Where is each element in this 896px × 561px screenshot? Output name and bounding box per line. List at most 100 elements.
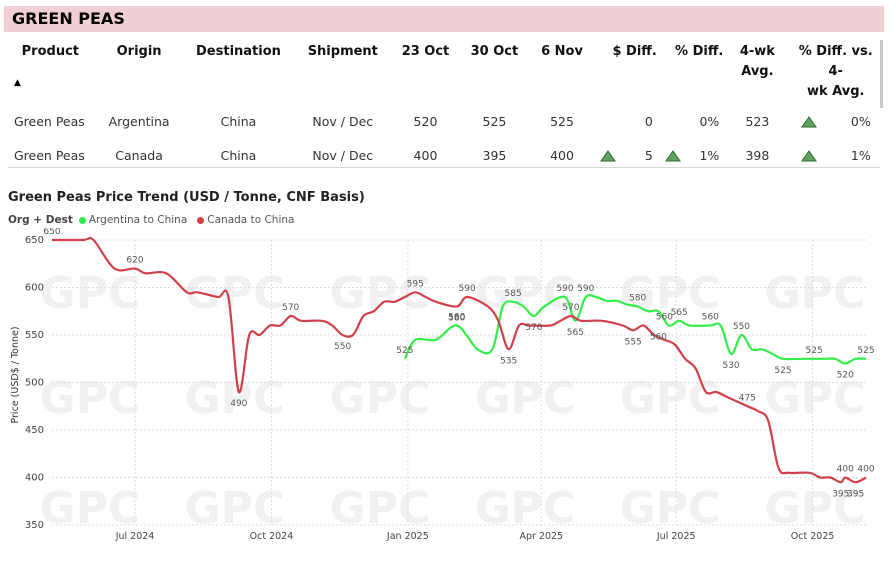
data-label: 400 [837, 465, 854, 475]
data-label: 650 [43, 228, 60, 237]
legend-title: Org + Dest [8, 214, 73, 226]
series-lines [51, 236, 867, 484]
section-title-bar: GREEN PEAS [4, 6, 884, 32]
price-trend-chart: GPC GPC GPC GPC GPC GPC GPC GPC GPC GPC GPC GPC GPC G… [10, 228, 875, 542]
data-label: 550 [733, 322, 750, 332]
sort-ascending-icon[interactable]: ▲ [14, 78, 21, 88]
cell-product: Green Peas [14, 147, 85, 163]
y-tick-label: 400 [25, 473, 44, 484]
watermark-text: GPC [40, 373, 141, 424]
x-tick-label: Oct 2025 [791, 531, 835, 542]
table-divider [8, 167, 880, 168]
column-header-product[interactable]: Product [21, 44, 79, 59]
watermark-text: GPC [330, 373, 431, 424]
cell-origin: Argentina [108, 113, 170, 129]
cell-dollar-diff: 0 [596, 104, 661, 138]
up-arrow-icon [800, 116, 817, 128]
chart-title: Green Peas Price Trend (USD / Tonne, CNF… [8, 190, 365, 205]
dollar-diff-value: 0 [644, 113, 653, 129]
data-label: 560 [702, 313, 719, 323]
legend-dot-icon [78, 216, 86, 224]
cell-pct-diff: 0% [661, 104, 728, 138]
data-label: 580 [629, 294, 646, 304]
table-scrollbar[interactable] [880, 40, 883, 108]
watermark-text: GPC [330, 268, 431, 319]
column-header-pct-vs-4wk-avg[interactable]: % Diff. vs. 4- wk Avg. [798, 44, 873, 99]
column-header-shipment[interactable]: Shipment [307, 44, 378, 59]
cell-shipment: Nov / Dec [312, 147, 374, 163]
data-label: 580 [448, 314, 465, 324]
data-label: 530 [722, 361, 739, 371]
data-label: 590 [556, 284, 573, 294]
data-label: 555 [625, 337, 642, 347]
legend-item-argentina[interactable]: Argentina to China [78, 214, 188, 226]
table-row: Green Peas Canada China Nov / Dec 400 39… [4, 138, 884, 172]
cell-oct23: 400 [413, 147, 438, 163]
data-label: 560 [650, 333, 667, 343]
data-label: 570 [562, 303, 579, 313]
column-header-dollar-diff[interactable]: $ Diff. [612, 44, 657, 59]
y-tick-label: 450 [25, 425, 44, 436]
watermark-layer: GPC GPC GPC GPC GPC GPC GPC GPC GPC GPC GPC GPC GPC G… [40, 268, 866, 534]
chart-legend: Org + Dest Argentina to China Canada to … [8, 214, 304, 226]
data-label: 525 [857, 346, 874, 356]
watermark-text: GPC [475, 373, 576, 424]
series-line-canada [51, 236, 867, 484]
data-label: 525 [774, 366, 791, 376]
data-label: 400 [857, 465, 874, 475]
cell-oct30: 525 [482, 113, 507, 129]
data-label: 395 [832, 489, 849, 499]
cell-oct23: 520 [413, 113, 438, 129]
cell-4wk-avg: 398 [745, 147, 770, 163]
y-axis-label: Price (USD$ / Tonne) [10, 326, 21, 423]
data-label: 585 [505, 289, 522, 299]
column-header-destination[interactable]: Destination [196, 44, 281, 59]
cell-pct-vs-avg: 1% [787, 138, 884, 172]
column-header-oct23[interactable]: 23 Oct [401, 44, 450, 59]
x-tick-label: Jul 2024 [115, 531, 155, 542]
y-tick-label: 650 [25, 235, 44, 246]
legend-label: Canada to China [207, 214, 295, 226]
cell-origin: Canada [115, 147, 163, 163]
watermark-text: GPC [620, 268, 721, 319]
data-label: 570 [282, 303, 299, 313]
legend-item-canada[interactable]: Canada to China [197, 214, 294, 226]
cell-oct30: 395 [482, 147, 507, 163]
cell-pct-vs-avg: 0% [787, 104, 884, 138]
column-header-4wk-avg[interactable]: 4-wk Avg. [739, 44, 775, 79]
dollar-diff-value: 5 [644, 147, 653, 163]
data-label: 570 [525, 323, 542, 333]
table-row: Green Peas Argentina China Nov / Dec 520… [4, 104, 884, 138]
watermark-text: GPC [185, 373, 286, 424]
data-label: 595 [407, 279, 424, 289]
watermark-text: GPC [620, 483, 721, 534]
data-label: 565 [671, 308, 688, 318]
cell-pct-diff: 1% [661, 138, 728, 172]
watermark-text: GPC [765, 373, 866, 424]
data-label: 560 [656, 313, 673, 323]
x-tick-label: Jan 2025 [386, 531, 429, 542]
column-header-nov6[interactable]: 6 Nov [541, 44, 583, 59]
axes: 350 400 450 500 550 600 650 Jul 2024 Oct 2024 Jan… [25, 235, 835, 542]
pct-diff-value: 1% [699, 147, 720, 163]
cell-destination: China [220, 113, 257, 129]
cell-shipment: Nov / Dec [312, 113, 374, 129]
up-arrow-icon [800, 150, 817, 162]
watermark-text: GPC [475, 483, 576, 534]
cell-4wk-avg: 523 [745, 113, 770, 129]
data-label: 490 [230, 399, 247, 409]
legend-label: Argentina to China [88, 214, 188, 226]
column-header-pct-diff[interactable]: % Diff. [675, 44, 724, 59]
section-title: GREEN PEAS [12, 9, 125, 28]
y-tick-label: 350 [25, 520, 44, 531]
data-label: 520 [837, 371, 854, 381]
data-label: 475 [739, 393, 756, 403]
column-header-oct30[interactable]: 30 Oct [470, 44, 519, 59]
data-label: 565 [567, 328, 584, 338]
x-tick-label: Oct 2024 [250, 531, 294, 542]
column-header-origin[interactable]: Origin [116, 44, 162, 59]
watermark-text: GPC [40, 483, 141, 534]
data-label: 560 [448, 313, 465, 323]
table-header-row: Product Origin Destination Shipment 23 O… [4, 40, 884, 104]
cell-destination: China [220, 147, 257, 163]
